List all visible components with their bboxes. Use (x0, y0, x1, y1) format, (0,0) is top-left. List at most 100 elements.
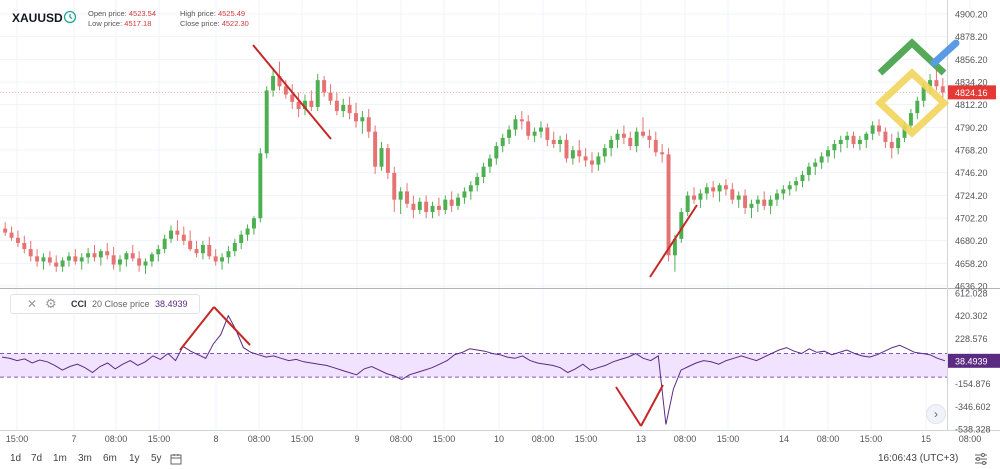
candle-body (755, 199, 760, 204)
candle (213, 249, 218, 266)
candle (3, 222, 8, 236)
clock-time: 16:06:43 (UTC+3) (878, 453, 959, 464)
candle-body (417, 201, 422, 210)
candle (226, 246, 231, 264)
range-5y-button[interactable]: 5y (151, 453, 162, 464)
candle-body (864, 133, 869, 140)
price-tick-label: 4900.20 (955, 10, 988, 20)
cci-band (0, 353, 947, 378)
candle (736, 191, 741, 208)
candle-body (583, 156, 588, 161)
range-7d-button[interactable]: 7d (31, 453, 43, 464)
time-tick-label: 7 (71, 434, 76, 444)
candle-body (468, 185, 473, 192)
candle-body (877, 125, 882, 132)
candle-body (137, 258, 142, 266)
low-price: Low price: 4517.18 (88, 19, 152, 28)
trend-annotation-line (213, 306, 251, 346)
candle (762, 191, 767, 210)
candle-body (92, 253, 97, 258)
time-tick-label: 15:00 (575, 434, 598, 444)
candle-body (615, 133, 620, 140)
candle-body (124, 253, 129, 260)
trend-annotation-line (649, 204, 698, 278)
time-tick-label: 8 (213, 434, 218, 444)
candle-body (545, 127, 550, 140)
candle-body (826, 150, 830, 157)
price-tick-label: 4790.20 (955, 123, 988, 133)
candle (92, 244, 97, 262)
chart-settings-icon[interactable] (974, 453, 988, 465)
cci-tick-label: 612.028 (955, 289, 988, 299)
candle (641, 117, 646, 138)
price-tick-label: 4724.20 (955, 191, 988, 201)
candle (436, 197, 441, 217)
candle-body (698, 193, 703, 200)
range-6m-button[interactable]: 6m (103, 453, 117, 464)
candle (290, 84, 295, 109)
candle (296, 92, 301, 118)
candle-body (98, 251, 103, 258)
trend-annotation-line (179, 306, 215, 351)
candle (98, 249, 103, 266)
candle-body (73, 256, 78, 262)
candle-body (513, 119, 518, 130)
candle (889, 133, 894, 159)
candle-body (105, 251, 110, 256)
candle-body (577, 150, 582, 157)
candle (328, 84, 333, 105)
candle (532, 127, 537, 142)
range-1y-button[interactable]: 1y (129, 453, 140, 464)
candle (60, 257, 65, 272)
candle-body (487, 158, 492, 167)
candle (398, 187, 403, 215)
candle-body (3, 228, 8, 233)
time-tick-label: 14 (779, 434, 789, 444)
candle (558, 135, 563, 153)
calendar-icon[interactable] (170, 453, 182, 465)
trend-annotation-line (615, 386, 642, 427)
candle-body (258, 153, 263, 219)
candle (615, 129, 620, 149)
price-tick-label: 4812.20 (955, 100, 988, 110)
candle (245, 224, 250, 241)
last-price-tag (948, 85, 996, 100)
candle (181, 226, 186, 245)
range-3m-button[interactable]: 3m (78, 453, 92, 464)
candle (475, 172, 480, 192)
candle (487, 154, 492, 173)
settings-gear-icon[interactable]: ⚙ (45, 296, 57, 311)
candle-body (309, 100, 314, 107)
range-1m-button[interactable]: 1m (53, 453, 67, 464)
range-bar: 1d 7d 1m 3m 6m 1y 5y 16:06:43 (UTC+3) (0, 449, 1000, 469)
candle (194, 240, 199, 258)
candle (717, 183, 722, 202)
scroll-to-realtime-button[interactable]: › (926, 404, 946, 424)
candle-body (558, 139, 563, 145)
candle (857, 135, 862, 151)
cci-value-label: 38.4939 (955, 356, 988, 366)
range-1d-button[interactable]: 1d (10, 453, 22, 464)
candle (341, 98, 346, 118)
candle-body (660, 152, 665, 155)
candle-body (430, 205, 435, 213)
close-icon[interactable]: ✕ (27, 297, 38, 311)
high-price: High price: 4525.49 (180, 9, 246, 18)
candle-body (717, 185, 722, 192)
candle (28, 240, 33, 262)
candle-body (443, 199, 448, 210)
candle-body (711, 187, 716, 192)
candle (596, 152, 601, 171)
candle (666, 148, 671, 262)
candle-body (551, 139, 556, 145)
candle-body (328, 92, 333, 101)
candle-body (889, 141, 894, 149)
candle-body (475, 176, 480, 186)
candle (156, 244, 161, 262)
trend-annotation-line (252, 44, 332, 140)
candle (251, 216, 256, 235)
candle (149, 252, 154, 267)
candle-body (143, 261, 148, 266)
price-tick-label: 4768.20 (955, 146, 988, 156)
